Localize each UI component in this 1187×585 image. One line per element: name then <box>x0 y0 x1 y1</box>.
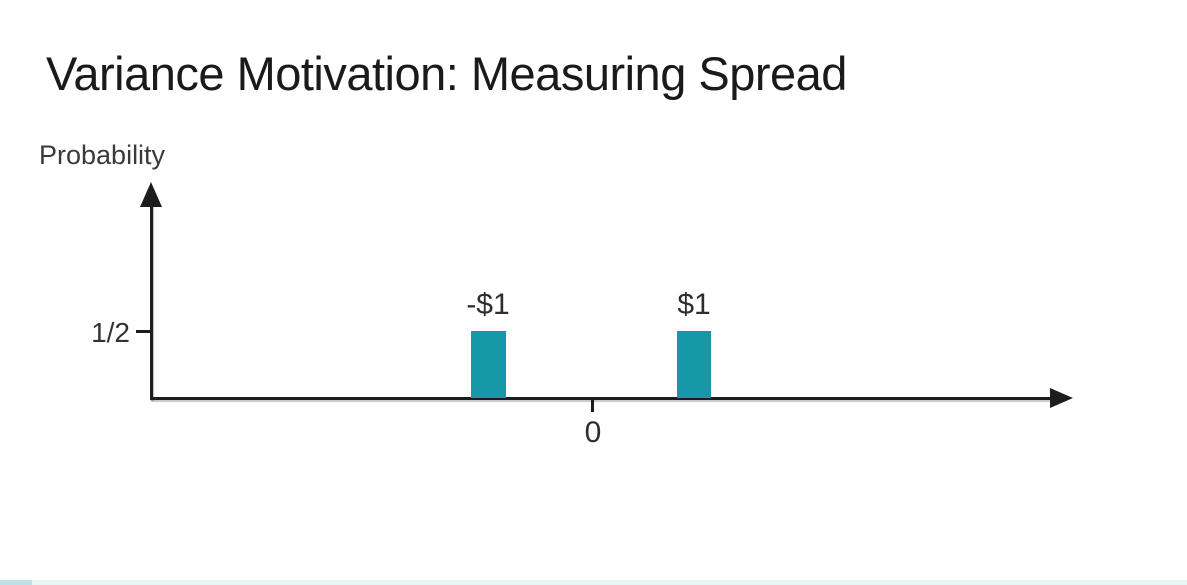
bottom-edge-artifact-strip-left <box>0 580 32 585</box>
bar-positive-dollar <box>677 331 711 398</box>
y-axis-arrowhead-icon <box>140 182 162 207</box>
bar-label-negative-dollar: -$1 <box>466 288 510 321</box>
bar-negative-dollar <box>471 331 506 398</box>
bar-label-positive-dollar: $1 <box>677 288 711 321</box>
y-axis-tick-half <box>136 330 151 333</box>
bottom-edge-artifact-strip <box>0 580 1187 585</box>
x-axis-arrowhead-icon <box>1050 388 1073 408</box>
y-axis-label: Probability <box>39 140 166 170</box>
y-axis-line <box>150 200 153 400</box>
y-tick-label-half: 1/2 <box>91 317 130 348</box>
x-axis-line <box>150 397 1055 400</box>
x-axis-tick-zero <box>591 400 594 412</box>
x-tick-label-zero: 0 <box>584 416 602 449</box>
slide-title: Variance Motivation: Measuring Spread <box>46 47 847 100</box>
